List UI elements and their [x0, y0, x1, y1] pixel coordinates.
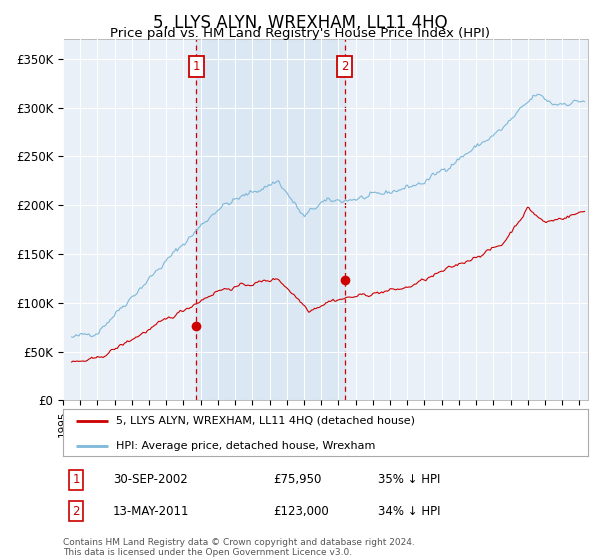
Text: 2: 2 [73, 505, 80, 517]
Text: £75,950: £75,950 [273, 473, 322, 486]
Text: 5, LLYS ALYN, WREXHAM, LL11 4HQ: 5, LLYS ALYN, WREXHAM, LL11 4HQ [152, 14, 448, 32]
Text: HPI: Average price, detached house, Wrexham: HPI: Average price, detached house, Wrex… [115, 441, 375, 451]
Text: 34% ↓ HPI: 34% ↓ HPI [378, 505, 440, 517]
Bar [196, 39, 344, 400]
Text: Contains HM Land Registry data © Crown copyright and database right 2024.
This d: Contains HM Land Registry data © Crown c… [63, 538, 415, 557]
Text: 2: 2 [341, 60, 349, 73]
Text: 35% ↓ HPI: 35% ↓ HPI [378, 473, 440, 486]
Text: 1: 1 [73, 473, 80, 486]
Text: 5, LLYS ALYN, WREXHAM, LL11 4HQ (detached house): 5, LLYS ALYN, WREXHAM, LL11 4HQ (detache… [115, 416, 415, 426]
Text: £123,000: £123,000 [273, 505, 329, 517]
Text: 13-MAY-2011: 13-MAY-2011 [113, 505, 190, 517]
Text: Price paid vs. HM Land Registry's House Price Index (HPI): Price paid vs. HM Land Registry's House … [110, 27, 490, 40]
Text: 1: 1 [193, 60, 200, 73]
Text: 30-SEP-2002: 30-SEP-2002 [113, 473, 188, 486]
